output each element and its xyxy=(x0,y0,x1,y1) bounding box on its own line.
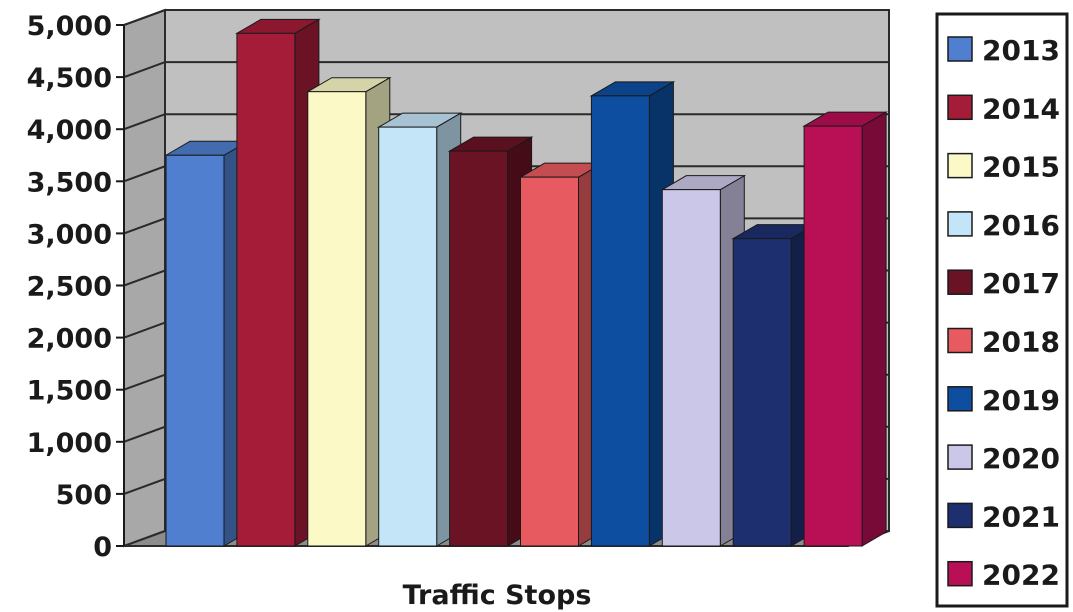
legend-label: 2017 xyxy=(982,267,1060,300)
legend-swatch xyxy=(947,94,973,121)
legend-item-2016: 2016 xyxy=(947,209,1060,242)
legend-label: 2022 xyxy=(982,559,1060,592)
bar-2021 xyxy=(731,223,818,547)
legend-swatch xyxy=(947,327,973,354)
legend-swatch xyxy=(947,211,973,237)
y-tick-label: 3,000 xyxy=(27,219,112,250)
bar-2016 xyxy=(376,112,463,547)
legend-swatch xyxy=(947,386,973,412)
y-tick-label: 5,000 xyxy=(27,11,112,42)
bar-front xyxy=(449,150,509,547)
bar-2019 xyxy=(589,80,676,547)
legend-item-2022: 2022 xyxy=(947,559,1060,592)
legend-swatch xyxy=(947,502,973,529)
legend-label: 2021 xyxy=(982,500,1060,533)
legend-swatch xyxy=(947,444,973,470)
bar-2022 xyxy=(802,111,888,547)
y-tick-label: 2,000 xyxy=(27,324,112,355)
legend-label: 2013 xyxy=(982,34,1060,67)
bar-2014 xyxy=(235,18,321,547)
bar-2018 xyxy=(518,162,605,547)
y-tick-label: 1,000 xyxy=(27,428,112,459)
bars xyxy=(164,18,888,547)
legend-swatch xyxy=(947,36,973,62)
bar-front xyxy=(661,189,721,547)
legend: 2013 2014 2015 2016 2017 2018 2019 2020 2021 2022 xyxy=(935,12,1069,608)
legend-item-2020: 2020 xyxy=(947,442,1060,475)
legend-label: 2018 xyxy=(982,326,1060,359)
bar-front xyxy=(378,126,438,547)
legend-label: 2019 xyxy=(982,384,1060,417)
bar-2015 xyxy=(305,76,392,547)
gridline xyxy=(123,61,889,79)
legend-item-2018: 2018 xyxy=(947,326,1060,359)
legend-swatch xyxy=(947,560,973,587)
legend-item-2015: 2015 xyxy=(947,151,1060,184)
y-tick-label: 500 xyxy=(56,480,112,511)
bar-front xyxy=(520,176,579,547)
legend-swatch xyxy=(947,152,973,179)
y-tick-label: 1,500 xyxy=(27,376,112,407)
bar-front xyxy=(803,125,863,547)
bar-side xyxy=(861,111,887,547)
bar-front xyxy=(165,154,225,547)
bar-2013 xyxy=(164,140,250,547)
bar-front xyxy=(236,32,296,547)
bar-front xyxy=(590,95,650,547)
legend-swatch xyxy=(947,269,973,295)
y-tick-label: 4,500 xyxy=(27,63,112,94)
legend-label: 2014 xyxy=(982,92,1060,125)
x-axis-title: Traffic Stops xyxy=(403,580,592,611)
y-tick-label: 0 xyxy=(93,532,112,563)
bar-2020 xyxy=(660,174,747,547)
y-tick-label: 3,500 xyxy=(27,167,112,198)
legend-item-2019: 2019 xyxy=(947,384,1060,417)
gridline xyxy=(123,9,889,26)
legend-item-2014: 2014 xyxy=(947,92,1060,125)
y-tick-label: 4,000 xyxy=(27,115,112,146)
legend-item-2021: 2021 xyxy=(947,500,1060,533)
bar-front xyxy=(307,91,367,547)
legend-item-2013: 2013 xyxy=(947,34,1060,67)
y-tick-label: 2,500 xyxy=(27,272,112,303)
bar-2017 xyxy=(447,136,534,547)
legend-label: 2016 xyxy=(982,209,1060,242)
legend-label: 2020 xyxy=(982,442,1060,475)
bar-front xyxy=(732,238,792,547)
legend-label: 2015 xyxy=(982,151,1060,184)
y-axis: 0 500 1,000 1,500 2,000 2,500 3,000 3,500 4,000 4… xyxy=(27,11,125,563)
legend-item-2017: 2017 xyxy=(947,267,1060,300)
